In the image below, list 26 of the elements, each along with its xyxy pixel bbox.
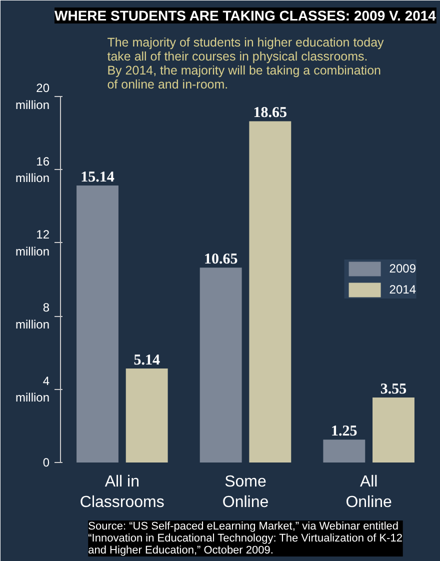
bar — [249, 121, 292, 462]
chart-subtitle: The majority of students in higher education today take all of their courses in physical classrooms. By 2014, the majority will be taking a combination of online and in-room. — [107, 36, 385, 92]
legend-label: 2014 — [389, 282, 416, 296]
y-tick-label: 8 million — [15, 300, 50, 332]
x-tick-label: All in Classrooms — [80, 474, 164, 511]
y-tick-label: 20 million — [15, 81, 50, 112]
bar — [76, 185, 118, 462]
chart-title: WHERE STUDENTS ARE TAKING CLASSES: 2009 V. 2014 — [54, 8, 436, 24]
legend-label: 2009 — [389, 262, 416, 276]
data-label: 15.14 — [80, 169, 115, 186]
data-label: 10.65 — [204, 252, 238, 268]
data-label: 3.55 — [380, 382, 407, 398]
data-label: 18.65 — [253, 105, 288, 122]
bar — [200, 268, 242, 462]
data-label: 5.14 — [134, 352, 160, 368]
y-tick-label: 16 million — [15, 154, 50, 186]
x-tick-label: Some Online — [222, 474, 269, 511]
y-tick-label: 0 — [42, 456, 50, 470]
bar — [126, 368, 168, 462]
x-tick-label: All Online — [346, 474, 392, 511]
bar — [372, 398, 414, 462]
y-tick-label: 12 million — [15, 228, 50, 258]
y-tick-label: 4 million — [15, 374, 50, 405]
source-note: Source: “US Self-paced eLearning Market,” via Webinar entitled “Innovation in Educational Technology: The Virtualization of K-12 and Higher Education,” October 2009. — [88, 520, 402, 556]
data-label: 1.25 — [331, 424, 358, 440]
bar — [323, 440, 366, 462]
